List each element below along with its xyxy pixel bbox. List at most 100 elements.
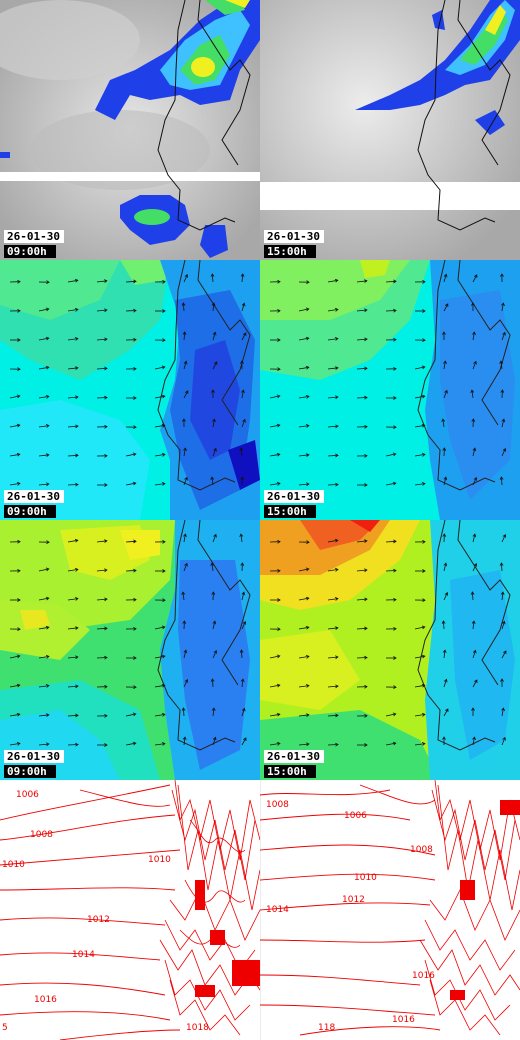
wind-arrow-head [474, 679, 478, 684]
wind-arrow-head [306, 713, 310, 717]
date-label: 26-01-30 [4, 490, 64, 503]
panel-field2-1500[interactable]: 26-01-30 15:00h [260, 520, 520, 780]
wind-arrow-head [213, 447, 217, 452]
wind-arrow-head [104, 424, 108, 429]
wind-arrow [327, 454, 339, 457]
wind-arrow-head [75, 453, 79, 458]
wind-arrow-head [241, 591, 246, 596]
wind-arrow [356, 338, 368, 341]
wind-arrow [241, 332, 247, 341]
wind-arrow-head [276, 452, 281, 457]
wind-arrow [298, 714, 309, 717]
panel-cloud-0900[interactable]: 26-01-30 09:00h [0, 0, 260, 260]
wind-arrow-head [104, 453, 108, 458]
wind-arrow [298, 337, 309, 341]
wind-arrow-head [393, 308, 397, 313]
wind-arrow-head [334, 307, 339, 312]
wind-arrow [38, 656, 49, 659]
wind-arrow [241, 419, 246, 428]
wind-arrow-head [213, 533, 217, 538]
wind-arrow-head [17, 627, 21, 632]
wind-arrow-head [276, 741, 281, 746]
wind-arrow-head [421, 625, 426, 630]
wind-arrow-head [392, 452, 397, 457]
wind-arrow-head [499, 360, 504, 364]
wind-arrow-head [472, 331, 476, 336]
wind-arrow-head [442, 736, 446, 740]
wind-arrow [327, 338, 338, 341]
wind-arrow [183, 361, 187, 370]
wind-arrow-head [184, 562, 188, 567]
wind-arrow-head [45, 424, 50, 428]
wind-arrow [443, 303, 449, 312]
panel-cloud-1500[interactable]: 26-01-30 15:00h [260, 0, 520, 260]
isobar-label: 1016 [34, 995, 57, 1005]
wind-arrow-head [181, 707, 186, 711]
wind-arrow [472, 679, 478, 688]
wind-arrow [501, 592, 504, 601]
wind-arrow [125, 310, 137, 312]
wind-arrow-head [499, 476, 504, 480]
wind-arrow [125, 713, 136, 717]
wind-arrow-head [500, 273, 504, 277]
wind-arrow [327, 714, 339, 717]
wind-arrow [385, 713, 396, 717]
date-label: 26-01-30 [264, 490, 324, 503]
wind-arrow-head [241, 302, 246, 307]
wind-arrow [67, 714, 79, 717]
wind-arrow-head [306, 742, 310, 747]
panel-pressure-0900[interactable]: 1006 1008 1010 1010 1012 1014 1016 1018 … [0, 780, 260, 1040]
wind-arrow-head [74, 597, 79, 601]
wind-arrow-head [277, 598, 281, 602]
wind-arrow [443, 592, 448, 601]
wind-arrow-head [211, 389, 215, 393]
cloud-map [0, 0, 260, 260]
wind-arrow-head [442, 649, 447, 653]
wind-arrow-head [471, 418, 476, 422]
wind-arrow [269, 424, 280, 428]
wind-arrow-head [133, 568, 137, 573]
wind-arrow-head [132, 481, 137, 486]
wind-arrow-head [16, 654, 21, 659]
wind-arrow-head [502, 533, 507, 538]
wind-arrow [96, 309, 107, 312]
isobar-label: 1016 [412, 971, 435, 981]
wind-arrow-head [473, 562, 478, 567]
wind-arrow-head [16, 712, 21, 717]
wind-arrow [38, 454, 49, 457]
wind-arrow-head [46, 540, 50, 545]
wind-arrow-head [239, 533, 244, 537]
wind-arrow-head [16, 423, 21, 428]
wind-arrow [67, 539, 78, 543]
panel-field1-1500[interactable]: 26-01-30 15:00h [260, 260, 520, 520]
wind-arrow-head [501, 707, 505, 712]
wind-arrow-head [46, 280, 50, 285]
wind-arrow [298, 685, 309, 688]
wind-arrow-head [17, 308, 21, 313]
wind-arrow [212, 534, 217, 543]
wind-arrow [67, 656, 78, 659]
wind-arrow-head [364, 483, 368, 487]
date-label: 26-01-30 [264, 750, 324, 763]
wind-arrow-head [104, 684, 108, 689]
timestamp: 26-01-30 15:00h [264, 750, 324, 778]
isobar-label: 1006 [344, 811, 367, 821]
wind-arrow [182, 302, 185, 312]
wind-arrow [125, 540, 137, 543]
date-label: 26-01-30 [4, 230, 64, 243]
wind-arrow-head [442, 533, 447, 537]
wind-arrow-head [334, 597, 339, 601]
panel-pressure-1500[interactable]: 1008 1006 1008 1010 1012 1014 1016 1016 … [260, 780, 520, 1040]
wind-arrow [154, 424, 165, 428]
wind-arrow [67, 367, 78, 370]
panel-field1-0900[interactable]: 26-01-30 09:00h [0, 260, 260, 520]
wind-arrow-head [364, 539, 368, 543]
wind-arrow-head [364, 366, 368, 371]
wind-arrow [9, 743, 20, 746]
wind-arrow-head [444, 303, 449, 307]
wind-arrow-head [392, 481, 397, 486]
wind-arrow-head [242, 418, 246, 423]
wind-arrow [269, 453, 280, 457]
wind-arrow [96, 367, 108, 370]
panel-field2-0900[interactable]: 26-01-30 09:00h [0, 520, 260, 780]
